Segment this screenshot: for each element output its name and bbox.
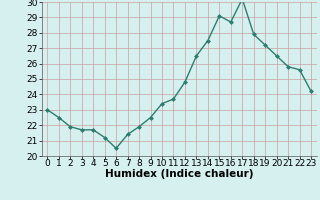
X-axis label: Humidex (Indice chaleur): Humidex (Indice chaleur) <box>105 169 253 179</box>
